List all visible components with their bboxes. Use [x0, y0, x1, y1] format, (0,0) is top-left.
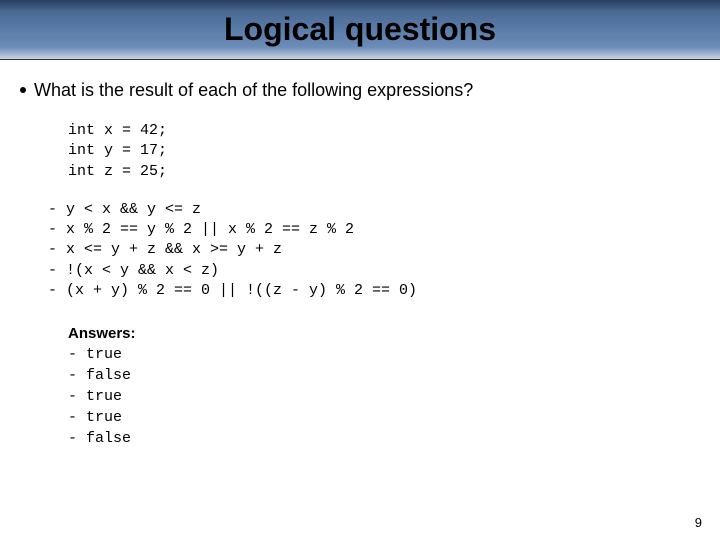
title-bar: Logical questions — [0, 0, 720, 60]
slide-title: Logical questions — [224, 11, 496, 48]
answer-line: - true — [68, 386, 700, 407]
bullet-icon — [20, 87, 26, 93]
answer-line: - true — [68, 407, 700, 428]
page-number: 9 — [695, 515, 702, 530]
answers-block: Answers: - true - false - true - true - … — [68, 323, 700, 449]
question-text: What is the result of each of the follow… — [20, 80, 700, 101]
answer-line: - false — [68, 428, 700, 449]
answers-label: Answers: — [68, 323, 700, 344]
expressions-code: - y < x && y <= z - x % 2 == y % 2 || x … — [48, 200, 700, 301]
answer-line: - false — [68, 365, 700, 386]
slide-content: What is the result of each of the follow… — [0, 60, 720, 449]
question-label: What is the result of each of the follow… — [34, 80, 473, 100]
answer-line: - true — [68, 344, 700, 365]
declarations-code: int x = 42; int y = 17; int z = 25; — [68, 121, 700, 182]
